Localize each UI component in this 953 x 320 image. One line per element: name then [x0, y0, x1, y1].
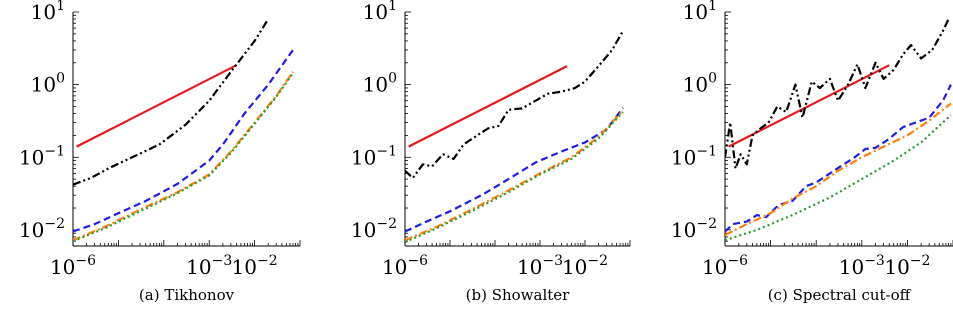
series-line-2 — [405, 30, 624, 179]
y-tick-label: 100 — [31, 71, 65, 97]
series-line-5 — [405, 111, 624, 244]
series-group — [725, 18, 952, 242]
y-tick-label: 10−1 — [671, 143, 717, 169]
series-line-3 — [405, 107, 624, 233]
y-tick-label: 101 — [363, 0, 397, 24]
y-tick-label: 101 — [683, 0, 717, 24]
series-line-4 — [725, 102, 952, 236]
y-tick-label: 10−1 — [19, 143, 65, 169]
series-line-2 — [73, 18, 270, 186]
x-tick-label: 10−6 — [702, 253, 748, 279]
y-tick-label: 10−1 — [351, 143, 397, 169]
x-tick-label: 10−2 — [232, 253, 278, 279]
panel-caption: (b) Showalter — [466, 286, 571, 304]
x-tick-label: 10−6 — [382, 253, 428, 279]
series-line-2 — [725, 18, 950, 170]
x-tick-label: 10−3 — [839, 253, 885, 279]
panel-caption: (a) Tikhonov — [139, 286, 235, 304]
x-tick-label: 10−6 — [50, 253, 96, 279]
series-line-3 — [73, 49, 294, 233]
series-line-1 — [408, 65, 568, 148]
y-tick-label: 10−2 — [671, 216, 717, 242]
panel-caption: (c) Spectral cut-off — [768, 286, 912, 304]
y-tick-label: 100 — [363, 71, 397, 97]
y-tick-label: 101 — [31, 0, 65, 24]
y-tick-label: 100 — [683, 71, 717, 97]
series-line-1 — [76, 64, 237, 148]
series-group — [405, 30, 624, 244]
series-line-3 — [725, 84, 952, 233]
y-tick-label: 10−2 — [351, 216, 397, 242]
x-tick-label: 10−3 — [186, 253, 232, 279]
series-line-5 — [725, 114, 952, 242]
x-tick-label: 10−2 — [562, 253, 608, 279]
series-line-4 — [73, 71, 294, 242]
y-tick-label: 10−2 — [19, 216, 65, 242]
series-line-5 — [73, 72, 294, 243]
x-tick-label: 10−2 — [884, 253, 930, 279]
series-line-4 — [405, 109, 624, 242]
series-group — [73, 18, 294, 243]
x-tick-label: 10−3 — [517, 253, 563, 279]
